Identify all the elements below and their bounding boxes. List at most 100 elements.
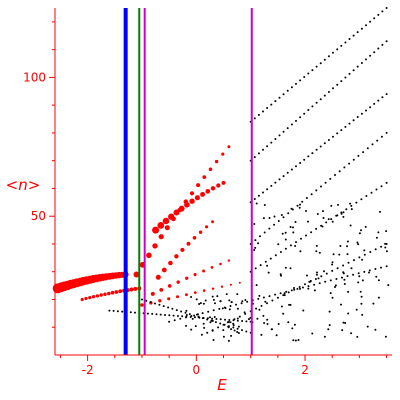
data-point-443 <box>228 299 231 302</box>
data-point-151 <box>319 98 322 101</box>
data-point-132 <box>381 10 384 13</box>
data-point-306 <box>235 303 237 306</box>
data-point-547 <box>346 240 349 243</box>
data-point-440 <box>202 302 205 305</box>
data-point-536 <box>293 323 296 326</box>
data-point-600 <box>317 277 320 280</box>
data-point-109 <box>286 89 289 92</box>
data-point-340 <box>134 311 136 314</box>
data-point-578 <box>264 300 267 303</box>
data-point-63 <box>200 191 206 197</box>
data-point-465 <box>283 294 286 297</box>
data-point-221 <box>338 170 341 173</box>
data-point-251 <box>345 208 348 211</box>
data-point-477 <box>347 290 350 293</box>
data-point-303 <box>218 307 221 310</box>
data-point-117 <box>319 62 322 65</box>
data-point-592 <box>374 328 377 331</box>
data-point-503 <box>307 287 310 290</box>
data-point-573 <box>270 328 273 331</box>
data-point-425 <box>227 339 230 342</box>
data-point-491 <box>267 271 270 274</box>
data-point-79 <box>159 287 164 292</box>
data-point-553 <box>361 258 364 261</box>
data-point-550 <box>368 271 370 274</box>
data-point-482 <box>280 305 283 308</box>
data-point-405 <box>232 322 235 325</box>
data-point-191 <box>344 125 347 128</box>
data-point-259 <box>385 181 388 184</box>
data-point-283 <box>331 269 334 272</box>
data-point-84 <box>202 269 206 273</box>
data-point-257 <box>375 188 378 191</box>
data-point-457 <box>339 245 342 247</box>
data-point-258 <box>380 185 383 188</box>
data-point-354 <box>194 316 196 319</box>
data-point-47 <box>189 191 195 196</box>
data-point-154 <box>332 87 334 90</box>
y-axis-title: <n> <box>6 176 41 194</box>
data-point-255 <box>365 195 368 197</box>
data-point-305 <box>229 305 232 307</box>
data-point-540 <box>360 229 362 232</box>
data-point-360 <box>219 318 222 321</box>
data-point-434 <box>216 295 219 298</box>
data-point-350 <box>176 315 179 317</box>
data-point-541 <box>282 312 285 315</box>
data-point-212 <box>296 204 299 207</box>
data-point-575 <box>341 329 344 332</box>
data-point-218 <box>324 181 327 184</box>
data-point-113 <box>303 76 306 78</box>
data-point-449 <box>199 302 202 305</box>
data-point-415 <box>237 325 240 328</box>
data-point-515 <box>350 208 353 211</box>
data-point-319 <box>307 285 310 288</box>
data-point-55 <box>157 222 165 229</box>
data-point-584 <box>277 243 280 246</box>
data-point-505 <box>290 207 293 210</box>
data-point-148 <box>307 109 310 111</box>
data-point-86 <box>219 262 222 266</box>
data-point-472 <box>297 339 300 341</box>
data-point-392 <box>245 330 248 333</box>
data-point-141 <box>278 134 281 137</box>
data-point-332 <box>380 266 382 269</box>
data-point-163 <box>369 54 372 57</box>
data-point-315 <box>285 290 288 293</box>
data-point-162 <box>365 58 367 61</box>
data-point-73 <box>186 241 191 246</box>
data-point-409 <box>237 332 240 334</box>
data-point-498 <box>334 284 337 287</box>
data-point-187 <box>327 139 330 141</box>
data-point-512 <box>375 236 378 239</box>
data-point-418 <box>222 335 225 338</box>
data-point-579 <box>366 325 369 328</box>
data-point-313 <box>274 293 277 296</box>
data-point-310 <box>257 297 260 300</box>
data-point-217 <box>320 185 322 188</box>
data-point-586 <box>279 273 282 276</box>
data-point-171 <box>262 191 264 194</box>
data-point-110 <box>290 86 293 89</box>
data-point-460 <box>344 322 347 324</box>
data-point-71 <box>174 254 179 259</box>
data-point-194 <box>356 116 359 118</box>
data-point-271 <box>266 302 268 305</box>
data-point-324 <box>335 278 338 280</box>
data-point-153 <box>327 91 330 93</box>
data-point-602 <box>323 335 326 338</box>
data-point-316 <box>290 289 293 292</box>
data-point-152 <box>323 94 326 97</box>
data-point-138 <box>266 145 269 148</box>
data-point-455 <box>292 339 295 342</box>
data-point-450 <box>211 319 214 322</box>
data-point-488 <box>346 245 348 248</box>
data-point-164 <box>373 51 376 54</box>
data-point-321 <box>318 282 321 285</box>
data-point-204 <box>259 235 261 238</box>
data-point-487 <box>350 267 353 270</box>
data-point-544 <box>384 246 387 249</box>
data-point-559 <box>342 271 345 274</box>
data-point-205 <box>263 231 266 234</box>
data-point-543 <box>306 274 308 277</box>
